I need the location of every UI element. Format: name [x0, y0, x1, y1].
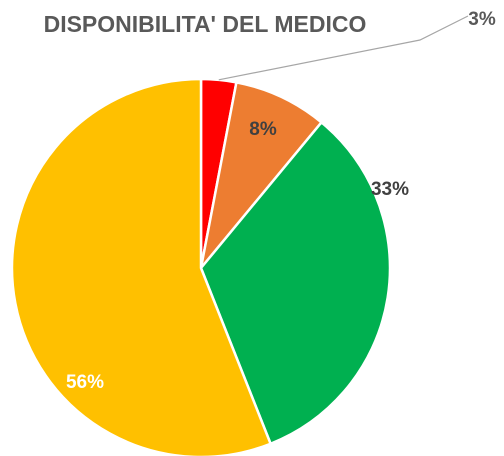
pie-slice	[199, 80, 324, 269]
data-label: 56%	[66, 372, 104, 393]
data-label: 3%	[468, 9, 496, 30]
leader-line	[218, 15, 469, 81]
chart-title: DISPONIBILITA' DEL MEDICO	[44, 11, 367, 37]
pie-slice	[10, 77, 273, 456]
data-label: 33%	[371, 179, 409, 200]
pie-slice	[199, 120, 392, 446]
data-label: 8%	[249, 119, 277, 140]
